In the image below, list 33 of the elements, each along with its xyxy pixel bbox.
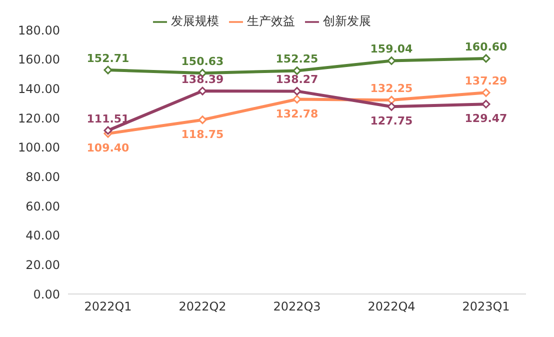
y-tick-label: 120.00 (18, 111, 60, 126)
x-tick-label: 2022Q2 (178, 300, 226, 314)
y-tick-label: 140.00 (18, 82, 60, 96)
y-tick-label: 180.00 (18, 23, 60, 38)
data-label: 138.39 (181, 73, 224, 86)
data-label: 150.63 (181, 55, 224, 68)
y-tick-label: 60.00 (26, 199, 60, 214)
data-label: 109.40 (86, 142, 130, 155)
legend-label: 生产效益 (247, 14, 295, 28)
y-tick-label: 100.00 (18, 140, 60, 155)
x-tick-label: 2023Q1 (462, 300, 510, 314)
y-tick-label: 80.00 (26, 170, 60, 184)
y-tick-label: 0.00 (33, 287, 60, 302)
data-label: 152.71 (86, 52, 130, 66)
x-tick-label: 2022Q3 (273, 300, 321, 314)
y-tick-label: 40.00 (26, 228, 60, 243)
data-label: 129.47 (464, 112, 508, 126)
legend-label: 创新发展 (323, 14, 371, 28)
data-label: 137.29 (464, 74, 508, 88)
data-label: 132.25 (370, 82, 413, 96)
y-tick-label: 160.00 (18, 52, 60, 67)
x-tick-label: 2022Q4 (368, 300, 416, 314)
x-tick-label: 2022Q1 (84, 300, 132, 314)
data-label: 111.51 (86, 112, 130, 126)
legend-label: 发展规模 (171, 14, 219, 28)
data-label: 138.27 (276, 73, 318, 86)
data-label: 152.25 (276, 52, 318, 66)
data-label: 160.60 (464, 40, 508, 54)
data-label: 132.78 (276, 107, 318, 120)
y-tick-label: 20.00 (26, 258, 60, 272)
data-label: 159.04 (370, 42, 414, 56)
data-label: 127.75 (370, 114, 413, 128)
data-label: 118.75 (181, 128, 224, 141)
